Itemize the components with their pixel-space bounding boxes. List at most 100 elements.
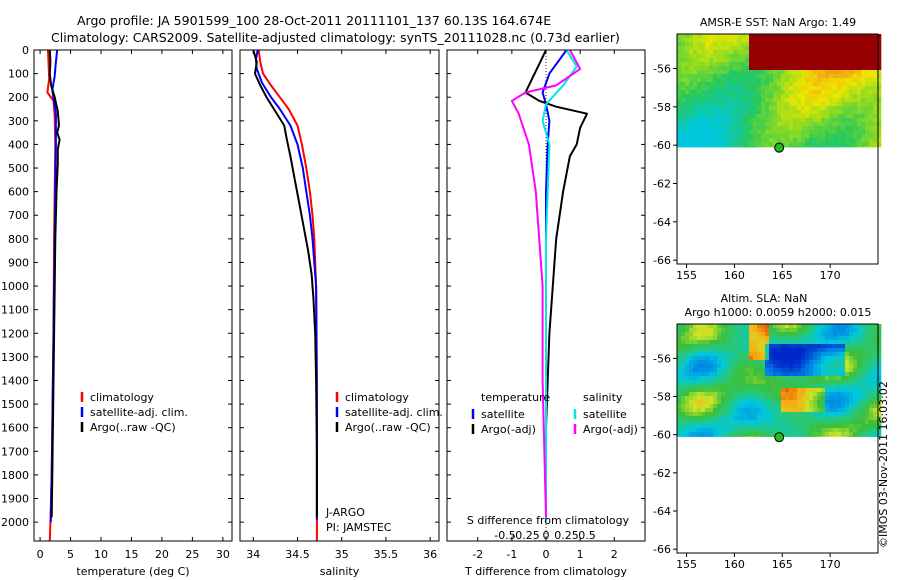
map-cell xyxy=(833,368,838,373)
map-cell xyxy=(753,432,758,437)
map-cell xyxy=(697,376,702,381)
map-cell xyxy=(789,400,794,405)
map-cell xyxy=(813,340,818,345)
map-cell xyxy=(697,424,702,429)
map-cell xyxy=(701,78,706,83)
map-cell xyxy=(869,384,874,389)
map-cell xyxy=(877,436,882,437)
map-cell xyxy=(873,364,878,369)
map-cell xyxy=(797,356,802,361)
map-cell xyxy=(769,134,774,139)
map-cell xyxy=(701,130,706,135)
map-cell xyxy=(689,324,694,329)
map-cell xyxy=(797,102,802,107)
map-cell xyxy=(753,118,758,123)
map-cell xyxy=(693,118,698,123)
map-cell xyxy=(757,372,762,377)
map-cell xyxy=(861,74,866,79)
map-cell xyxy=(869,400,874,405)
map-cell xyxy=(817,404,822,409)
map-cell xyxy=(693,146,698,148)
map-cell xyxy=(809,432,814,437)
map-cell xyxy=(757,142,762,147)
map-cell xyxy=(841,146,846,148)
map-cell xyxy=(725,400,730,405)
x2-tick-label: 0.5 xyxy=(578,529,596,542)
map-cell xyxy=(745,98,750,103)
map-cell xyxy=(861,134,866,139)
map-cell xyxy=(841,424,846,429)
map-cell xyxy=(741,54,746,59)
map-cell xyxy=(697,360,702,365)
y-tick-label: 1100 xyxy=(1,304,29,317)
map-cell xyxy=(701,336,706,341)
map-cell xyxy=(713,38,718,43)
map-cell xyxy=(741,432,746,437)
map-cell xyxy=(861,102,866,107)
map-cell xyxy=(829,102,834,107)
map-cell xyxy=(733,130,738,135)
map-cell xyxy=(821,34,826,39)
map-cell xyxy=(725,328,730,333)
map-cell xyxy=(841,364,846,369)
map-cell xyxy=(873,372,878,377)
map-cell xyxy=(733,436,738,437)
map-cell xyxy=(845,424,850,429)
map-cell xyxy=(817,420,822,425)
map-cell xyxy=(713,340,718,345)
map-cell xyxy=(753,38,758,43)
map-cell xyxy=(773,90,778,95)
map-cell xyxy=(753,332,758,337)
x-tick-label: 160 xyxy=(724,558,745,571)
map-cell xyxy=(877,138,882,143)
map-cell xyxy=(805,146,810,148)
map-cell xyxy=(877,118,882,123)
map-cell xyxy=(757,352,762,357)
series-line-sat_s-2 xyxy=(541,49,578,523)
map-cell xyxy=(685,46,690,51)
map-cell xyxy=(709,78,714,83)
map-cell xyxy=(721,90,726,95)
map-cell xyxy=(789,356,794,361)
map-cell xyxy=(861,416,866,421)
map-cell xyxy=(797,328,802,333)
map-cell xyxy=(681,376,686,381)
map-cell xyxy=(697,372,702,377)
map-cell xyxy=(717,356,722,361)
map-cell xyxy=(713,58,718,63)
map-cell xyxy=(737,138,742,143)
map-cell xyxy=(825,110,830,115)
map-cell xyxy=(857,364,862,369)
map-cell xyxy=(733,420,738,425)
x2-tick-label: -0.5 xyxy=(494,529,515,542)
map-cell xyxy=(817,416,822,421)
map-cell xyxy=(705,62,710,67)
map-cell xyxy=(689,420,694,425)
map-cell xyxy=(713,122,718,127)
map-cell xyxy=(697,122,702,127)
map-cell xyxy=(841,66,846,71)
map-cell xyxy=(833,336,838,341)
map-cell xyxy=(877,134,882,139)
map-cell xyxy=(785,356,790,361)
map-cell xyxy=(853,404,858,409)
map-cell xyxy=(753,328,758,333)
map-cell xyxy=(769,408,774,413)
map-cell xyxy=(769,130,774,135)
map-cell xyxy=(873,38,878,43)
map-cell xyxy=(709,376,714,381)
map-cell xyxy=(821,66,826,71)
map-cell xyxy=(705,376,710,381)
map-cell xyxy=(777,336,782,341)
map-cell xyxy=(825,364,830,369)
map-cell xyxy=(753,404,758,409)
map-cell xyxy=(717,90,722,95)
map-cell xyxy=(761,98,766,103)
map-cell xyxy=(845,340,850,345)
map-cell xyxy=(869,146,874,148)
map-cell xyxy=(845,436,850,437)
map-cell xyxy=(705,400,710,405)
map-cell xyxy=(689,340,694,345)
map-cell xyxy=(685,336,690,341)
map-cell xyxy=(717,432,722,437)
